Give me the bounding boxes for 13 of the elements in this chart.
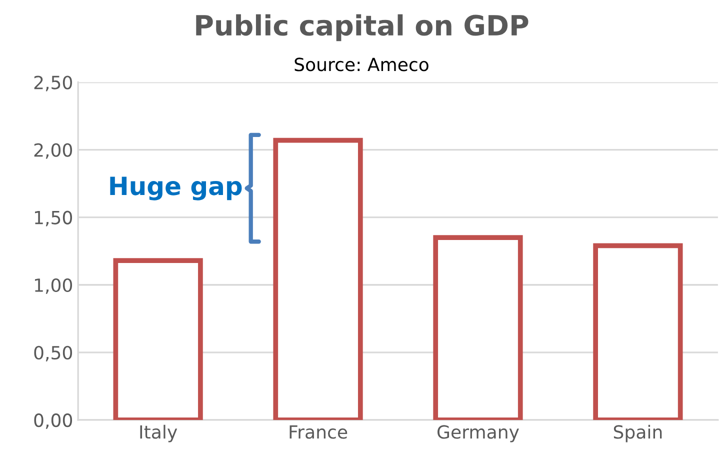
y-tick-label: 1,00 <box>35 278 72 294</box>
y-tick-label: 2,50 <box>34 76 72 92</box>
chart-title: Public capital on GDP <box>196 14 528 42</box>
x-tick-label: Italy <box>140 424 178 442</box>
y-tick-label: 2,00 <box>34 143 72 159</box>
x-tick-label: Spain <box>614 424 662 442</box>
chart-subtitle: Source: Ameco <box>294 58 428 72</box>
annotation: Huge gap <box>110 176 242 200</box>
y-tick-label: 1,50 <box>35 210 72 226</box>
y-tick-label: 0,50 <box>34 346 72 362</box>
y-tick-label: 0,00 <box>34 413 72 429</box>
x-tick-label: Germany <box>438 425 519 442</box>
x-tick-label: France <box>290 425 348 439</box>
